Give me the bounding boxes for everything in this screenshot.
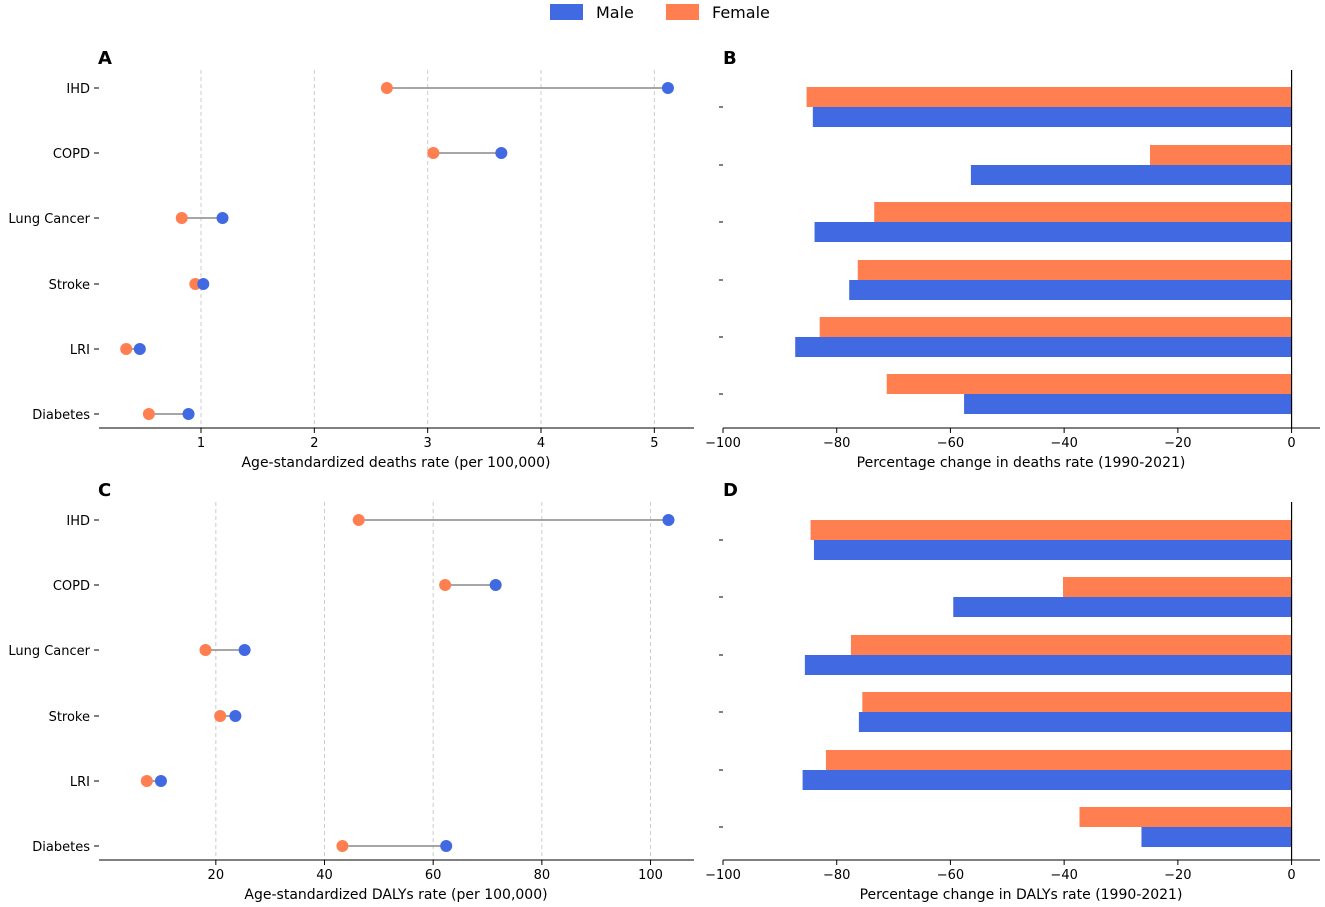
panel-b-xtick-label: −20 bbox=[1164, 436, 1191, 451]
panel-d-xtick-label: −80 bbox=[823, 868, 850, 883]
panel-d-female-bar bbox=[862, 692, 1292, 712]
panel-a-xtick-label: 4 bbox=[537, 436, 545, 451]
panel-b-male-bar bbox=[812, 107, 1292, 127]
panel-b-xtick-label: −60 bbox=[937, 436, 964, 451]
panel-a-category-label: LRI bbox=[70, 343, 90, 358]
panel-b-female-bar bbox=[1149, 145, 1292, 165]
panel-c-female-point bbox=[336, 840, 349, 852]
panel-d-xtick-label: −60 bbox=[937, 868, 964, 883]
panel-c-category-label: Stroke bbox=[49, 710, 90, 725]
panel-c-xtick-label: 80 bbox=[534, 868, 551, 883]
panel-d-female-bar bbox=[1079, 807, 1292, 827]
panel-c-male-point bbox=[440, 840, 453, 852]
panel-b-xlabel: Percentage change in deaths rate (1990-2… bbox=[857, 455, 1186, 471]
panel-a-female-point bbox=[427, 147, 440, 159]
panel-c-female-point bbox=[214, 710, 227, 722]
panel-b-male-bar bbox=[814, 222, 1292, 242]
panel-d-female-bar bbox=[850, 635, 1292, 655]
panel-b-male-bar bbox=[964, 394, 1292, 414]
panel-c-xtick-label: 60 bbox=[425, 868, 442, 883]
panel-d-female-bar bbox=[810, 520, 1292, 540]
panel-c-category-label: COPD bbox=[53, 579, 90, 594]
panel-b-xtick-label: −40 bbox=[1050, 436, 1077, 451]
panel-a-xtick-label: 1 bbox=[197, 436, 205, 451]
panel-a-letter: A bbox=[98, 48, 112, 69]
panel-a-category-label: IHD bbox=[66, 82, 90, 97]
panel-a-xtick-label: 2 bbox=[310, 436, 318, 451]
panel-a-male-point bbox=[197, 278, 210, 290]
panel-d-female-bar bbox=[1063, 577, 1292, 597]
panel-d-male-bar bbox=[858, 712, 1292, 732]
panel-d-xtick-label: −100 bbox=[705, 868, 741, 883]
panel-a-male-point bbox=[495, 147, 508, 159]
panel-a-male-point bbox=[133, 343, 146, 355]
panel-d-male-bar bbox=[813, 540, 1292, 560]
panel-d-male-bar bbox=[953, 597, 1292, 617]
panel-c-female-point bbox=[199, 644, 212, 656]
panel-d-male-bar bbox=[1141, 827, 1292, 847]
panel-a-xtick-label: 3 bbox=[424, 436, 432, 451]
panel-c-female-point bbox=[439, 579, 452, 591]
panel-d-xtick-label: −20 bbox=[1164, 868, 1191, 883]
panel-a-category-label: Lung Cancer bbox=[8, 212, 90, 227]
panel-b-female-bar bbox=[874, 202, 1292, 222]
panel-a-female-point bbox=[120, 343, 133, 355]
panel-a: A IHD COPD Lung Cancer Stroke LRI Diabetes 1 2… bbox=[8, 48, 694, 471]
panel-b-male-bar bbox=[849, 280, 1292, 300]
panel-c-letter: C bbox=[98, 480, 111, 501]
panel-d-letter: D bbox=[723, 480, 738, 501]
panel-a-female-point bbox=[380, 82, 393, 94]
panel-c-xlabel: Age-standardized DALYs rate (per 100,000… bbox=[244, 887, 547, 903]
panel-d-male-bar bbox=[802, 770, 1292, 790]
legend: Male Female bbox=[550, 3, 770, 22]
panel-c-male-point bbox=[662, 514, 675, 526]
panel-b-letter: B bbox=[723, 48, 737, 69]
panel-b-male-bar bbox=[795, 337, 1292, 357]
panel-b-xtick-label: 0 bbox=[1287, 436, 1295, 451]
panel-d-female-bar bbox=[825, 750, 1292, 770]
panel-a-xtick-label: 5 bbox=[650, 436, 658, 451]
panel-a-category-label: COPD bbox=[53, 147, 90, 162]
panel-a-category-label: Diabetes bbox=[32, 408, 90, 423]
panel-d-xtick-label: 0 bbox=[1287, 868, 1295, 883]
panel-b-xtick-label: −80 bbox=[823, 436, 850, 451]
panel-b-female-bar bbox=[819, 317, 1292, 337]
panel-c-xtick-label: 100 bbox=[638, 868, 663, 883]
panel-c-male-point bbox=[154, 775, 167, 787]
panel-b: B −100 −80 −60 −40 −20 0 Percentage change in… bbox=[705, 48, 1320, 471]
legend-male-swatch bbox=[550, 4, 583, 20]
panel-c: C IHD COPD Lung Cancer Stroke LRI Diabetes 20… bbox=[8, 480, 694, 903]
panel-a-xlabel: Age-standardized deaths rate (per 100,00… bbox=[241, 455, 550, 471]
panel-c-xtick-label: 40 bbox=[316, 868, 333, 883]
panel-a-male-point bbox=[661, 82, 674, 94]
panel-c-category-label: IHD bbox=[66, 514, 90, 529]
panel-a-female-point bbox=[175, 212, 188, 224]
panel-a-category-label: Stroke bbox=[49, 278, 90, 293]
panel-c-category-label: Lung Cancer bbox=[8, 644, 90, 659]
panel-c-female-point bbox=[352, 514, 365, 526]
panel-c-male-point bbox=[238, 644, 251, 656]
panel-d-xtick-label: −40 bbox=[1050, 868, 1077, 883]
panel-c-xtick-label: 20 bbox=[208, 868, 225, 883]
panel-b-female-bar bbox=[886, 374, 1292, 394]
panel-a-male-point bbox=[216, 212, 229, 224]
legend-female-swatch bbox=[666, 4, 699, 20]
panel-b-female-bar bbox=[806, 87, 1292, 107]
panel-b-male-bar bbox=[970, 165, 1292, 185]
panel-b-xtick-label: −100 bbox=[705, 436, 741, 451]
legend-male-label: Male bbox=[596, 3, 634, 22]
panel-c-category-label: LRI bbox=[70, 775, 90, 790]
panel-c-male-point bbox=[489, 579, 502, 591]
panel-c-male-point bbox=[229, 710, 242, 722]
panel-c-category-label: Diabetes bbox=[32, 840, 90, 855]
panel-d-xlabel: Percentage change in DALYs rate (1990-20… bbox=[860, 887, 1183, 903]
panel-b-female-bar bbox=[857, 260, 1292, 280]
legend-female-label: Female bbox=[712, 3, 770, 22]
panel-a-male-point bbox=[182, 408, 195, 420]
panel-a-female-point bbox=[142, 408, 155, 420]
panel-d: D −100 −80 −60 −40 −20 0 Percentage change in… bbox=[705, 480, 1320, 903]
panel-d-male-bar bbox=[804, 655, 1292, 675]
panel-c-female-point bbox=[140, 775, 153, 787]
